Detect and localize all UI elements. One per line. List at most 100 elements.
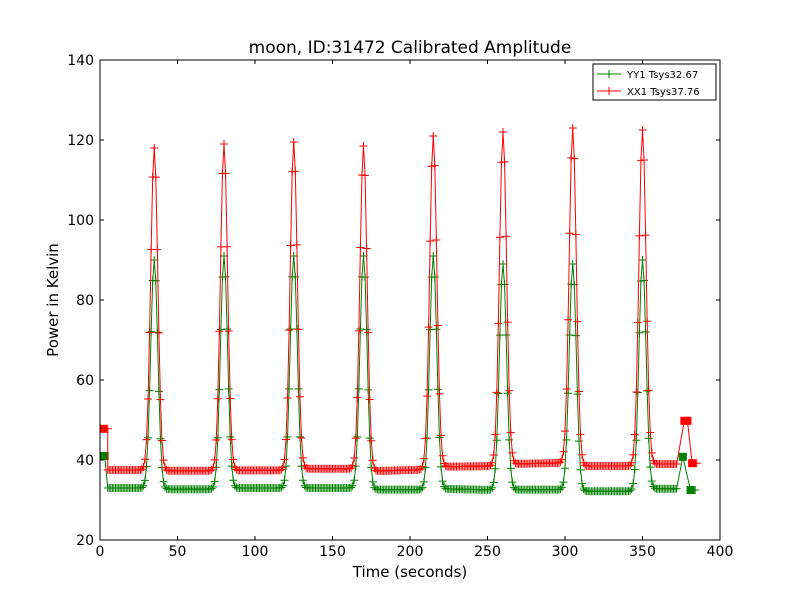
data-point [158,436,166,445]
data-point [556,485,565,494]
data-point [418,462,427,471]
data-point [419,454,428,463]
data-point [209,482,218,491]
data-point [215,327,224,336]
data-point [220,252,228,260]
data-point [643,317,652,326]
data-point [351,434,360,443]
data-point [494,389,503,398]
y-axis-label: Power in Kelvin [44,243,62,357]
data-point [368,456,377,465]
data-point [364,385,373,394]
data-point [432,236,441,245]
data-point [150,144,159,152]
data-point [223,324,232,333]
data-point [489,478,498,487]
data-point [353,432,362,441]
legend: YY1 Tsys32.67 XX1 Tsys37.76 [592,63,717,101]
data-point [500,157,509,166]
data-point [557,483,566,492]
data-point [605,70,613,78]
data-point [430,161,439,170]
data-point [638,126,647,134]
data-point [347,483,356,492]
data-point [277,483,286,492]
data-point [435,389,444,398]
data-point [291,272,300,281]
data-point [489,450,498,459]
data-point [100,452,109,460]
data-point [229,455,238,464]
data-point [286,241,295,250]
data-point [153,245,162,254]
data-point [210,477,219,486]
data-point [492,388,501,397]
data-point [571,331,580,340]
data-point [565,229,574,238]
data-point [564,315,573,324]
data-point [647,448,656,457]
data-point [285,326,294,335]
series-0 [100,252,700,496]
data-point [356,243,365,252]
data-point [353,393,362,402]
data-point [210,455,219,464]
data-point [641,231,650,240]
legend-entry-0: YY1 Tsys32.67 [597,70,698,81]
data-point [364,328,373,337]
y-tick-label: 100 [67,213,94,229]
data-point [433,385,442,394]
data-point [348,461,357,470]
data-point [154,387,163,396]
data-point [433,321,442,330]
data-point [280,455,289,464]
data-point [156,395,165,404]
x-tick-label: 300 [552,544,579,560]
data-point [502,331,511,340]
data-point [678,452,687,461]
data-point [224,326,233,335]
data-point [429,132,438,140]
data-point [644,434,653,443]
data-point [151,173,160,182]
data-point [289,252,298,260]
data-point [672,484,681,493]
data-point [570,154,579,163]
data-point [568,124,577,132]
data-point [629,450,638,459]
data-point [633,318,642,327]
data-point [212,436,221,445]
data-point [142,435,151,444]
data-point [295,392,304,401]
data-point [153,328,162,337]
data-point [144,395,153,404]
data-point [156,434,165,443]
data-point [488,483,497,492]
data-point [562,384,571,393]
data-point [139,462,148,471]
data-point [506,428,515,437]
y-tick-label: 20 [76,533,94,549]
data-point [488,458,497,467]
data-point [362,244,371,253]
series-markers [100,124,701,475]
data-point [632,436,641,445]
data-point [419,477,428,486]
data-point [368,477,377,486]
data-point [226,394,235,403]
data-point [502,232,511,241]
data-point [292,240,301,249]
data-point [289,138,298,146]
data-point [283,394,292,403]
legend-label: XX1 Tsys37.76 [627,87,700,98]
x-axis-label: Time (seconds) [352,563,468,581]
data-point [576,465,585,474]
chart-title: moon, ID:31472 Calibrated Amplitude [249,38,572,58]
data-point [229,476,238,485]
data-point [508,448,517,457]
data-point [416,485,425,494]
data-point [640,156,649,165]
data-point [145,328,154,337]
data-point [635,328,644,337]
data-point [564,389,573,398]
